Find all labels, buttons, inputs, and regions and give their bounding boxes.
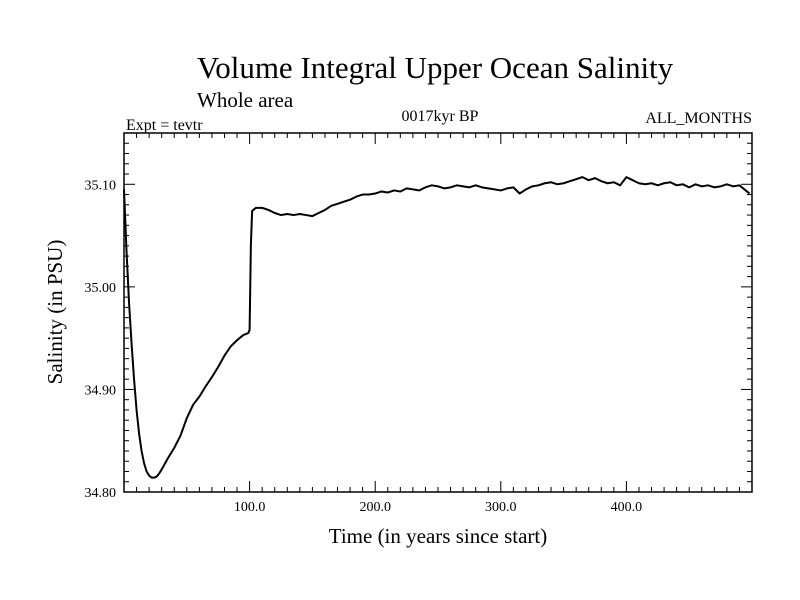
y-axis-label: Salinity (in PSU) [43,240,67,385]
experiment-label: Expt = tevtr [126,117,203,134]
chart-title: Volume Integral Upper Ocean Salinity [197,50,674,85]
salinity-series-line [123,176,751,479]
x-tick-label: 200.0 [359,500,391,515]
months-label: ALL_MONTHS [645,110,752,127]
y-tick-label: 34.80 [85,486,117,501]
y-tick-label: 34.90 [85,383,117,398]
chart-subtitle: Whole area [197,88,294,112]
y-tick-label: 35.00 [85,281,117,296]
x-tick-label: 100.0 [234,500,266,515]
x-tick-label: 300.0 [485,500,517,515]
x-tick-label: 400.0 [611,500,643,515]
y-tick-label: 35.10 [85,178,117,193]
axis-tick-labels: 100.0 200.0 300.0 400.0 34.80 34.90 35.00 35.10 [85,178,643,515]
x-axis-label: Time (in years since start) [329,524,548,548]
period-label: 0017kyr BP [402,108,479,125]
